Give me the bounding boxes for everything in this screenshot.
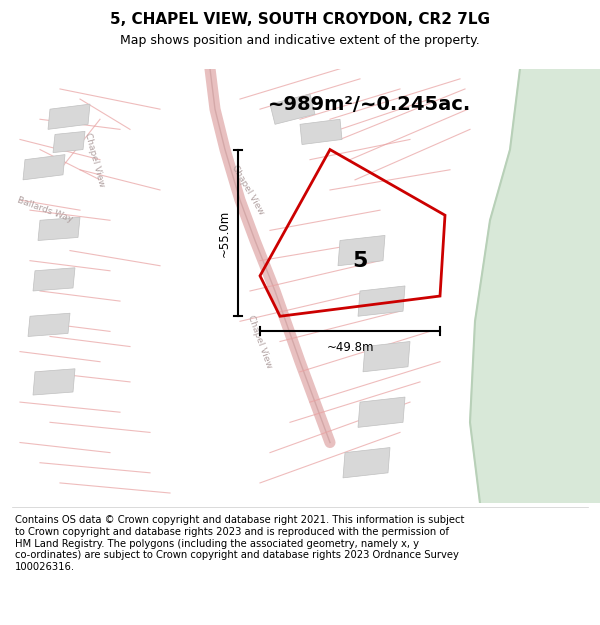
Text: 5, CHAPEL VIEW, SOUTH CROYDON, CR2 7LG: 5, CHAPEL VIEW, SOUTH CROYDON, CR2 7LG [110, 12, 490, 27]
Polygon shape [33, 268, 75, 291]
Text: Ballards Way: Ballards Way [16, 196, 74, 224]
Text: Chapel View: Chapel View [246, 314, 274, 369]
Polygon shape [338, 236, 385, 266]
Polygon shape [470, 69, 600, 503]
Polygon shape [300, 119, 342, 144]
Polygon shape [23, 154, 65, 180]
Text: 5: 5 [352, 251, 368, 271]
Polygon shape [38, 217, 80, 241]
Text: ~989m²/~0.245ac.: ~989m²/~0.245ac. [268, 94, 472, 114]
Text: Chapel View: Chapel View [230, 164, 266, 216]
Polygon shape [363, 341, 410, 372]
Text: ~49.8m: ~49.8m [326, 341, 374, 354]
Text: ~55.0m: ~55.0m [218, 209, 230, 256]
Polygon shape [270, 94, 315, 124]
Polygon shape [53, 131, 85, 152]
Polygon shape [358, 397, 405, 428]
Polygon shape [48, 104, 90, 129]
Polygon shape [358, 286, 405, 316]
Polygon shape [343, 448, 390, 478]
Text: Contains OS data © Crown copyright and database right 2021. This information is : Contains OS data © Crown copyright and d… [15, 515, 464, 572]
Text: Map shows position and indicative extent of the property.: Map shows position and indicative extent… [120, 34, 480, 47]
Polygon shape [33, 369, 75, 395]
Polygon shape [28, 313, 70, 336]
Text: Chapel View: Chapel View [83, 131, 107, 188]
